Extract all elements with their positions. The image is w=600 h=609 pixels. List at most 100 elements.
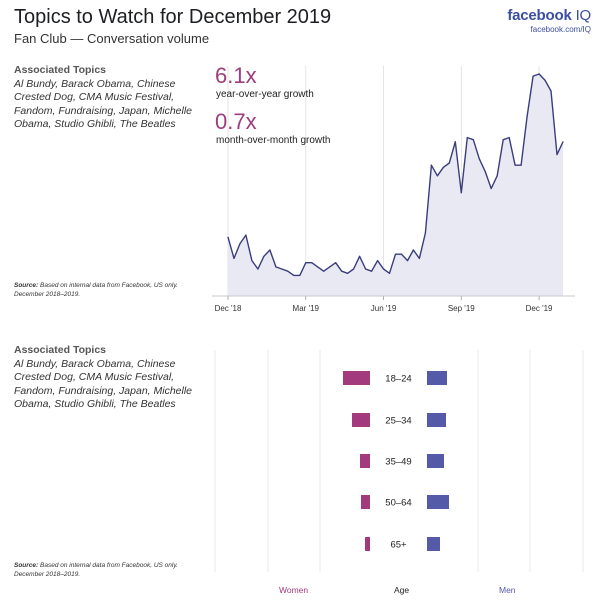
volume-point [478,158,480,160]
legend-women: Women [279,585,309,595]
volume-point [287,270,289,272]
volume-point [353,268,355,270]
axis-label-age: Age [394,585,410,595]
volume-point [227,236,229,238]
volume-point [490,187,492,190]
men-bar [427,454,444,468]
brand-logo[interactable]: facebook IQ facebook.com/IQ [507,7,591,34]
volume-point [239,243,241,245]
volume-point [257,268,259,270]
volume-point [412,249,415,251]
associated-topics-heading: Associated Topics [14,64,106,76]
x-tick-label: Dec '18 [215,304,242,313]
volume-point [376,259,379,262]
associated-topics-heading: Associated Topics [14,344,106,356]
volume-point [454,141,456,143]
brand-suffix: IQ [575,7,592,24]
volume-point [269,249,271,251]
associated-topics-list: Al Bundy, Barack Obama, Chinese Crested … [14,77,193,131]
page-subtitle: Fan Club — Conversation volume [14,31,210,46]
volume-point [347,272,349,274]
volume-point [281,268,283,270]
age-label: 35–49 [385,457,411,468]
volume-point [275,266,277,268]
volume-point [382,268,385,270]
volume-area [228,74,563,296]
volume-point [532,75,534,77]
volume-point [245,234,247,236]
associated-topics-top: Associated Topics Al Bundy, Barack Obama… [14,64,204,132]
volume-point [364,268,367,270]
volume-point [502,139,504,141]
volume-point [538,73,540,75]
volume-point [424,232,427,234]
mom-growth-value: 0.7x [215,109,257,134]
legend-men: Men [499,585,516,595]
volume-point [466,137,468,139]
volume-point [370,270,373,272]
volume-point [430,164,432,166]
volume-point [442,166,444,168]
source-text: Based on internal data from Facebook, US… [14,562,178,578]
volume-point [305,262,307,264]
volume-point [323,270,325,272]
volume-point [335,262,337,264]
volume-point [299,274,301,276]
x-tick-label: Sep '19 [448,304,475,313]
volume-point [556,153,558,156]
yoy-growth-label: year-over-year growth [216,89,314,100]
volume-point [311,262,313,264]
volume-point [544,79,546,81]
brand-name: facebook [507,7,572,24]
age-label: 25–34 [385,416,411,427]
brand-wordmark: facebook IQ [507,7,591,24]
volume-point [520,164,522,166]
men-bar [427,371,447,385]
women-bar [343,371,370,385]
volume-point [472,139,474,141]
brand-url[interactable]: facebook.com/IQ [530,25,591,34]
yoy-growth-value: 6.1x [215,63,257,88]
associated-topics-list: Al Bundy, Barack Obama, Chinese Crested … [14,357,193,411]
volume-point [484,170,486,173]
mom-growth-label: month-over-month growth [216,135,331,146]
volume-point [317,266,319,268]
source-text: Based on internal data from Facebook, US… [14,282,178,298]
volume-point [418,257,421,260]
volume-point [359,255,361,257]
volume-point [514,164,516,166]
source-note-top: Source: Based on internal data from Face… [14,281,194,299]
women-bar [352,413,370,427]
volume-point [448,162,450,164]
age-label: 18–24 [385,374,411,385]
volume-point [251,259,253,262]
women-bar [361,495,370,509]
associated-topics-bottom: Associated Topics Al Bundy, Barack Obama… [14,344,204,412]
volume-point [406,259,409,262]
x-tick-label: Jun '19 [371,304,397,313]
age-label: 65+ [390,540,407,551]
volume-point [263,255,265,257]
women-bar [365,537,370,551]
volume-point [233,257,235,260]
volume-point [460,192,462,194]
volume-point [436,175,438,177]
source-label: Source: [14,282,39,289]
age-label: 50–64 [385,498,411,509]
x-tick-label: Dec '19 [526,304,553,313]
volume-point [508,137,510,139]
x-tick-label: Mar '19 [293,304,320,313]
volume-point [526,115,528,117]
volume-point [550,90,552,92]
volume-point [329,266,331,268]
men-bar [427,413,446,427]
source-label: Source: [14,562,39,569]
volume-point [394,253,397,255]
men-bar [427,537,440,551]
volume-point [562,141,564,143]
volume-point [496,175,498,177]
men-bar [427,495,449,509]
women-bar [360,454,370,468]
